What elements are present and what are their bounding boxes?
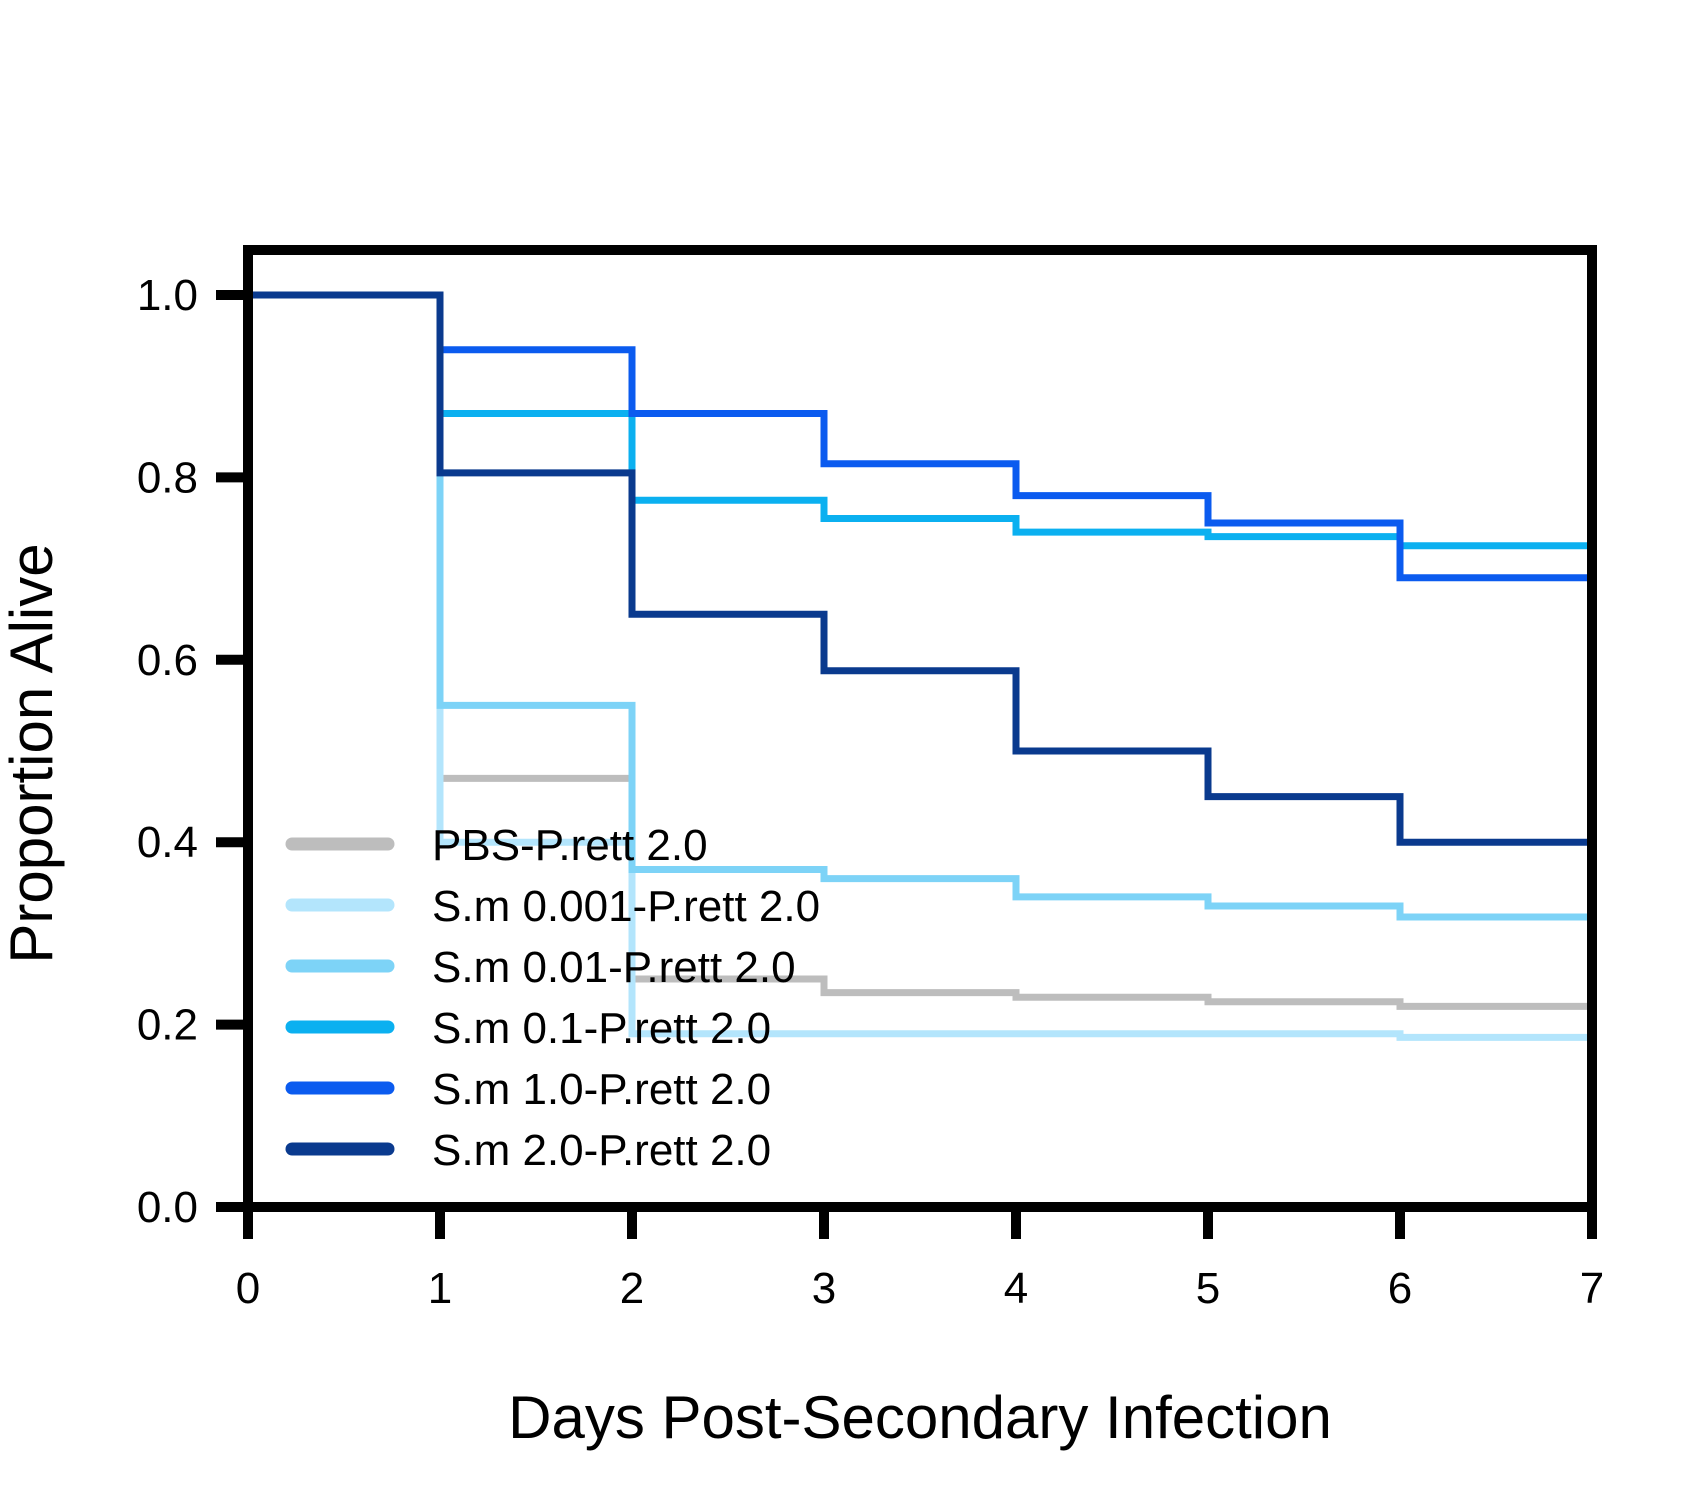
x-tick-label-5: 5 bbox=[1196, 1264, 1220, 1313]
y-tick-label-3: 0.6 bbox=[137, 636, 198, 685]
x-tick-label-6: 6 bbox=[1388, 1264, 1412, 1313]
plot-frame bbox=[243, 245, 1597, 1212]
series-curves bbox=[248, 291, 1592, 1041]
series-line-3 bbox=[248, 291, 1592, 550]
legend-label-3: S.m 0.1-P.rett 2.0 bbox=[432, 1004, 771, 1053]
legend-label-0: PBS-P.rett 2.0 bbox=[432, 821, 708, 870]
y-tick-label-4: 0.8 bbox=[137, 453, 198, 502]
legend: PBS-P.rett 2.0 S.m 0.001-P.rett 2.0 S.m 0.… bbox=[285, 821, 820, 1175]
x-axis: 0 1 2 3 4 5 6 7 bbox=[236, 1207, 1604, 1313]
series-line-2 bbox=[248, 291, 1592, 921]
y-tick-label-1: 0.2 bbox=[137, 1001, 198, 1050]
x-axis-title: Days Post-Secondary Infection bbox=[508, 1384, 1332, 1451]
x-tick-label-0: 0 bbox=[236, 1264, 260, 1313]
series-line-4 bbox=[248, 291, 1592, 582]
legend-label-5: S.m 2.0-P.rett 2.0 bbox=[432, 1126, 771, 1175]
y-axis-title: Proportion Alive bbox=[0, 543, 65, 963]
legend-label-2: S.m 0.01-P.rett 2.0 bbox=[432, 943, 796, 992]
x-tick-label-4: 4 bbox=[1004, 1264, 1028, 1313]
x-tick-label-7: 7 bbox=[1580, 1264, 1604, 1313]
series-line-5 bbox=[248, 291, 1592, 846]
y-axis: 0.0 0.2 0.4 0.6 0.8 1.0 bbox=[137, 271, 248, 1232]
legend-label-4: S.m 1.0-P.rett 2.0 bbox=[432, 1065, 771, 1114]
y-tick-label-5: 1.0 bbox=[137, 271, 198, 320]
x-tick-label-3: 3 bbox=[812, 1264, 836, 1313]
y-tick-label-2: 0.4 bbox=[137, 818, 198, 867]
series-line-0 bbox=[248, 291, 1592, 1010]
x-tick-label-2: 2 bbox=[620, 1264, 644, 1313]
y-tick-label-0: 0.0 bbox=[137, 1183, 198, 1232]
legend-label-1: S.m 0.001-P.rett 2.0 bbox=[432, 882, 820, 931]
x-tick-label-1: 1 bbox=[428, 1264, 452, 1313]
